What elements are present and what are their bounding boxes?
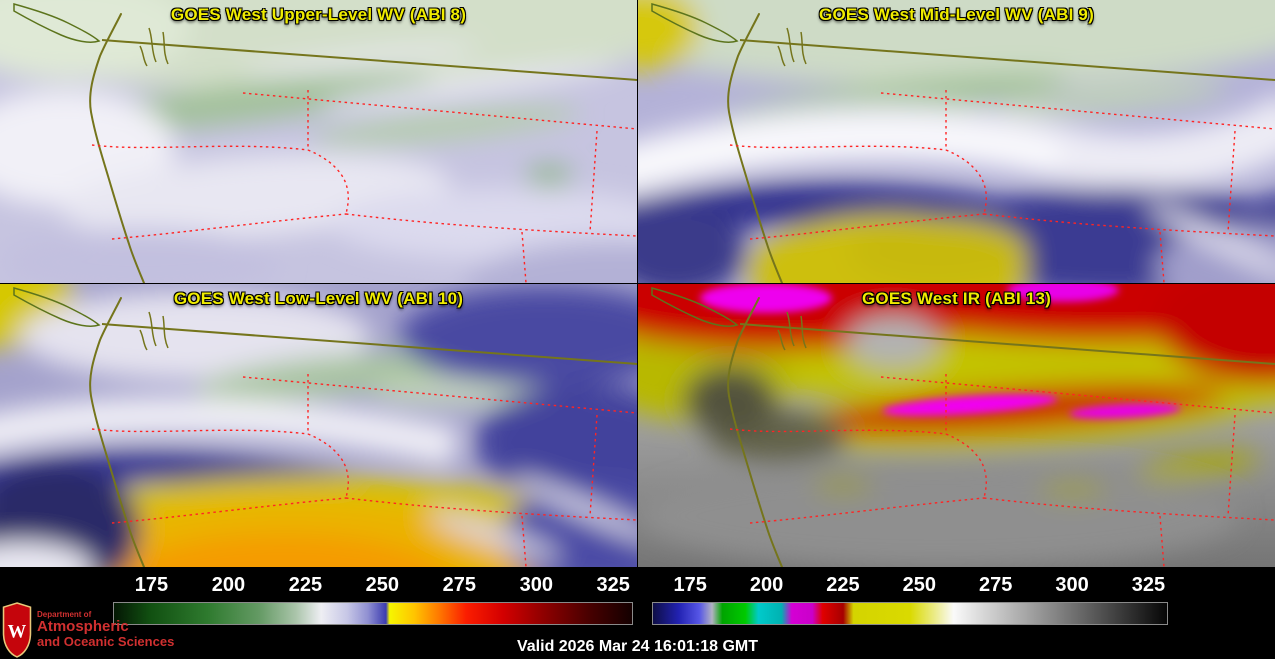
- tick-label: 225: [826, 574, 860, 596]
- valid-time-label: Valid 2026 Mar 24 16:01:18 GMT: [516, 638, 758, 655]
- colorbar-wv: 175 200 225 250 275 300 325: [113, 574, 633, 625]
- crest-letter: W: [8, 621, 27, 642]
- tick-label: 200: [211, 574, 246, 596]
- panel-ir: GOES West IR (ABI 13): [638, 284, 1275, 567]
- panel-low-level-wv: GOES West Low-Level WV (ABI 10): [0, 284, 637, 567]
- satellite-image-abi13: [638, 284, 1275, 567]
- colorbar-wv-bar: [113, 602, 633, 625]
- satellite-image-abi8: [0, 0, 637, 283]
- colorbar-ir-ticks: 175 200 225 250 275 300 325: [652, 574, 1168, 600]
- colorbar-wv-ticks: 175 200 225 250 275 300 325: [113, 574, 633, 600]
- tick-label: 300: [519, 574, 553, 596]
- tick-label: 250: [902, 574, 936, 596]
- logo-line-department-of: Department of: [37, 610, 92, 620]
- logo-line-oceanic-sciences: and Oceanic Sciences: [37, 633, 175, 649]
- tick-label: 275: [442, 574, 476, 596]
- panel-title-abi13: GOES West IR (ABI 13): [861, 289, 1052, 308]
- tick-label: 200: [749, 574, 784, 596]
- colorbar-ir: 175 200 225 250 275 300 325: [652, 574, 1168, 625]
- tick-label: 325: [1131, 574, 1166, 596]
- panel-title-abi10: GOES West Low-Level WV (ABI 10): [173, 289, 464, 308]
- panel-title-abi9: GOES West Mid-Level WV (ABI 9): [819, 5, 1094, 24]
- colorbar-ir-bar: [652, 602, 1168, 625]
- panel-upper-level-wv: GOES West Upper-Level WV (ABI 8): [0, 0, 637, 283]
- panel-title-abi8: GOES West Upper-Level WV (ABI 8): [170, 5, 467, 24]
- tick-label: 325: [596, 574, 630, 596]
- tick-label: 175: [673, 574, 707, 596]
- satellite-image-abi9: [638, 0, 1275, 283]
- tick-label: 175: [134, 574, 169, 596]
- tick-label: 300: [1055, 574, 1089, 596]
- tick-label: 250: [365, 574, 400, 596]
- satellite-image-abi10: [0, 284, 637, 567]
- logo-line-atmospheric: Atmospheric: [37, 618, 129, 636]
- uw-aos-logo: W Department of Atmospheric and Oceanic …: [2, 602, 174, 658]
- tick-label: 225: [288, 574, 323, 596]
- tick-label: 275: [978, 574, 1013, 596]
- quad-grid: GOES West Upper-Level WV (ABI 8): [0, 0, 1275, 567]
- uw-crest-shield-icon: W: [2, 602, 32, 658]
- department-name: Department of Atmospheric and Oceanic Sc…: [37, 610, 174, 650]
- panel-mid-level-wv: GOES West Mid-Level WV (ABI 9): [638, 0, 1275, 283]
- footer-bar: 175 200 225 250 275 300 325 175 200 225 …: [0, 567, 1275, 659]
